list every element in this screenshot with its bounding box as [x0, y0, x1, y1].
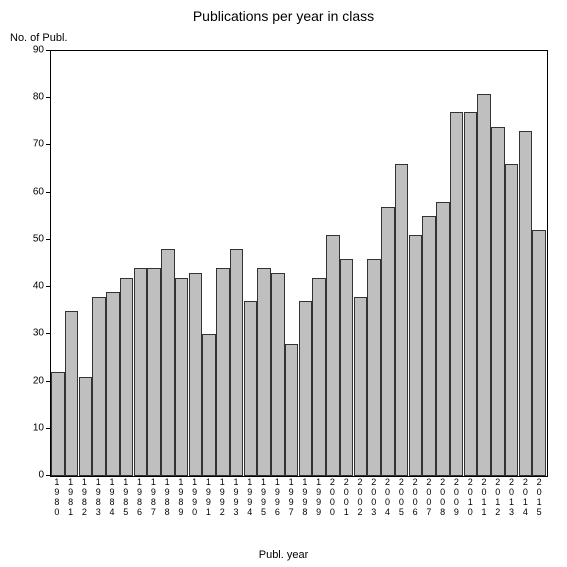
- bar: [134, 268, 148, 476]
- x-tick-label: 2003: [367, 478, 381, 518]
- y-tick-label: 40: [4, 281, 44, 292]
- bar: [422, 216, 436, 476]
- bar: [120, 278, 134, 476]
- x-tick-label: 1982: [78, 478, 92, 518]
- x-tick-label: 2002: [353, 478, 367, 518]
- y-tick-mark: [46, 428, 50, 429]
- bar: [340, 259, 354, 476]
- bar: [257, 268, 271, 476]
- x-tick-label: 1998: [298, 478, 312, 518]
- bar: [450, 112, 464, 476]
- x-tick-label: 2007: [422, 478, 436, 518]
- y-tick-mark: [46, 144, 50, 145]
- x-tick-label: 1992: [215, 478, 229, 518]
- bar: [147, 268, 161, 476]
- y-tick-label: 30: [4, 328, 44, 339]
- x-tick-label: 2012: [491, 478, 505, 518]
- y-tick-label: 0: [4, 470, 44, 481]
- bar: [175, 278, 189, 476]
- plot-area: [50, 50, 548, 477]
- x-tick-label: 1993: [229, 478, 243, 518]
- y-tick-mark: [46, 50, 50, 51]
- x-tick-label: 1991: [202, 478, 216, 518]
- x-tick-label: 2009: [450, 478, 464, 518]
- y-tick-label: 20: [4, 375, 44, 386]
- bar: [354, 297, 368, 476]
- bar: [395, 164, 409, 476]
- bar: [409, 235, 423, 476]
- x-tick-label: 1990: [188, 478, 202, 518]
- bar: [491, 127, 505, 476]
- x-tick-label: 2011: [477, 478, 491, 518]
- x-tick-label: 2000: [326, 478, 340, 518]
- x-tick-label: 2014: [518, 478, 532, 518]
- y-tick-label: 60: [4, 186, 44, 197]
- y-tick-mark: [46, 239, 50, 240]
- bar: [51, 372, 65, 476]
- x-tick-label: 2010: [463, 478, 477, 518]
- bar: [532, 230, 546, 476]
- chart-container: Publications per year in class No. of Pu…: [0, 0, 567, 567]
- y-tick-mark: [46, 192, 50, 193]
- bar: [161, 249, 175, 476]
- y-tick-label: 70: [4, 139, 44, 150]
- bar: [216, 268, 230, 476]
- chart-title: Publications per year in class: [0, 8, 567, 24]
- x-tick-label: 1988: [160, 478, 174, 518]
- x-tick-label: 1987: [146, 478, 160, 518]
- x-tick-label: 1985: [119, 478, 133, 518]
- x-tick-label: 1999: [312, 478, 326, 518]
- x-tick-label: 1980: [50, 478, 64, 518]
- x-tick-label: 1994: [243, 478, 257, 518]
- y-tick-label: 10: [4, 422, 44, 433]
- bar: [312, 278, 326, 476]
- bar: [436, 202, 450, 476]
- bars-group: [51, 51, 547, 476]
- x-tick-label: 2006: [408, 478, 422, 518]
- bar: [244, 301, 258, 476]
- bar: [92, 297, 106, 476]
- bar: [505, 164, 519, 476]
- bar: [65, 311, 79, 476]
- x-axis-label: Publ. year: [0, 549, 567, 561]
- bar: [381, 207, 395, 476]
- bar: [202, 334, 216, 476]
- x-tick-label: 2005: [394, 478, 408, 518]
- bar: [299, 301, 313, 476]
- x-tick-label: 1995: [257, 478, 271, 518]
- x-tick-label: 2001: [339, 478, 353, 518]
- y-tick-mark: [46, 97, 50, 98]
- y-tick-mark: [46, 286, 50, 287]
- y-tick-mark: [46, 381, 50, 382]
- bar: [271, 273, 285, 476]
- y-tick-mark: [46, 333, 50, 334]
- bar: [464, 112, 478, 476]
- x-tick-label: 2015: [532, 478, 546, 518]
- bar: [189, 273, 203, 476]
- x-tick-label: 2008: [436, 478, 450, 518]
- y-tick-label: 90: [4, 45, 44, 56]
- bar: [519, 131, 533, 476]
- x-tick-label: 1986: [133, 478, 147, 518]
- y-tick-label: 80: [4, 92, 44, 103]
- bar: [79, 377, 93, 476]
- bar: [285, 344, 299, 476]
- x-tick-label: 1983: [91, 478, 105, 518]
- x-tick-label: 1984: [105, 478, 119, 518]
- bar: [326, 235, 340, 476]
- x-tick-label: 2004: [381, 478, 395, 518]
- bar: [230, 249, 244, 476]
- bar: [477, 94, 491, 477]
- bar: [106, 292, 120, 476]
- x-tick-label: 1997: [284, 478, 298, 518]
- y-ticks: 0102030405060708090: [0, 50, 50, 475]
- x-ticks: 1980198119821983198419851986198719881989…: [50, 476, 546, 536]
- x-tick-label: 1989: [174, 478, 188, 518]
- x-tick-label: 1981: [64, 478, 78, 518]
- y-tick-label: 50: [4, 233, 44, 244]
- bar: [367, 259, 381, 476]
- y-axis-label: No. of Publ.: [10, 32, 67, 44]
- x-tick-label: 2013: [505, 478, 519, 518]
- x-tick-label: 1996: [270, 478, 284, 518]
